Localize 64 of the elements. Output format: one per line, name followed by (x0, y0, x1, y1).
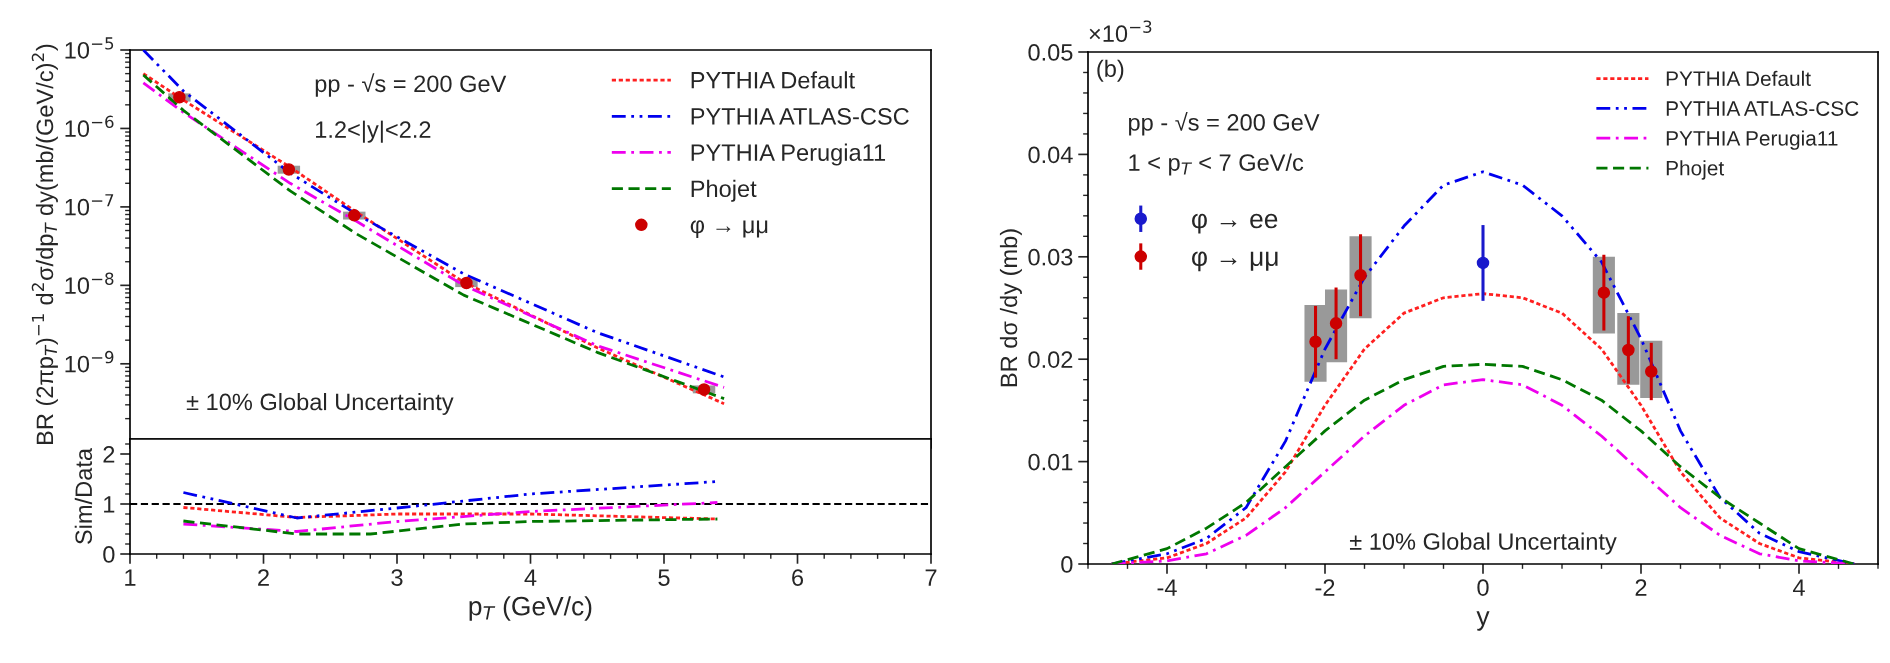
y-tick-label: 0 (1061, 556, 1073, 573)
x-tick-label: 2 (1635, 579, 1647, 596)
legend-label: φ → μμ (690, 220, 768, 238)
x-tick-label: -2 (1315, 579, 1335, 596)
x-tick-label: 6 (792, 569, 804, 586)
point (1309, 335, 1322, 349)
y-tick-label: 0.01 (1028, 453, 1073, 471)
y-tick-label: 10$^{−5}$ (65, 37, 114, 59)
point (173, 90, 186, 104)
y-tick-label: 0.02 (1028, 351, 1073, 368)
annotation: (b) (1097, 59, 1124, 82)
point (1354, 268, 1367, 282)
legend-label: PYTHIA Perugia11 (1666, 130, 1838, 150)
annotation: pp - √s = 200 GeV (315, 73, 507, 97)
x-tick-label: 7 (925, 569, 937, 586)
annotation: 1.2<|y|<2.2 (316, 120, 431, 143)
y-axis-title: Sim/Data (74, 447, 93, 544)
y-axis-title: BR dσ /dy (mb) (999, 229, 1022, 387)
point (348, 209, 361, 222)
annotation: ± 10% Global Uncertainty (186, 392, 454, 415)
x-tick-label: 1 (125, 569, 136, 586)
line-series (182, 517, 719, 536)
x-tick-label: 0 (1477, 579, 1489, 596)
legend-label: Phojet (691, 179, 757, 202)
legend-label: PYTHIA Default (691, 71, 855, 89)
x-tick-label: -4 (1157, 579, 1177, 596)
y-tick-label: 1 (104, 496, 115, 513)
legend-label: PYTHIA ATLAS-CSC (1666, 101, 1859, 116)
x-axis-title: p$_{T}$ (GeV/c) (469, 596, 592, 621)
y-tick-label: 2 (103, 446, 115, 463)
y-tick-label: 0.05 (1028, 44, 1073, 61)
legend-label: PYTHIA ATLAS-CSC (691, 108, 909, 125)
x-tick-label: 3 (391, 569, 403, 586)
point (1645, 365, 1658, 378)
x-tick-label: 4 (524, 569, 537, 586)
y-tick-label: 0.03 (1028, 248, 1073, 266)
point (1329, 317, 1343, 330)
point (282, 163, 296, 176)
annotation: ± 10% Global Uncertainty (1349, 532, 1617, 555)
y-tick-label: 10$^{−7}$ (65, 194, 114, 216)
point (1622, 343, 1635, 357)
x-tick-label: 5 (658, 569, 670, 586)
line-series (182, 501, 719, 533)
text: BR (2πp$_{T}$)$^{−1}$ d$^{2}$σ/dp$_{T}$ dy(mb/(GeV/c)$^{2}$) (31, 44, 58, 444)
y-tick-label: 0 (103, 546, 115, 563)
legend-label: φ → μμ (1192, 251, 1278, 272)
legend-label: PYTHIA Perugia11 (691, 143, 886, 166)
legend-label: φ → ee (1192, 213, 1278, 234)
y-tick-label: 10$^{−9}$ (65, 350, 114, 373)
annotation: 1 < p$_{T}$ < 7 GeV/c (1129, 153, 1304, 176)
x-axis-title: y (1476, 611, 1490, 631)
text: ×10$^{−3}$ (1089, 20, 1152, 43)
point (697, 383, 711, 396)
point (1597, 286, 1611, 299)
point (460, 276, 473, 290)
x-tick-label: 2 (258, 569, 269, 586)
point (1476, 256, 1490, 270)
y-tick-label: 10$^{−8}$ (65, 272, 114, 294)
legend-label: PYTHIA Default (1666, 70, 1811, 87)
annotation: pp - √s = 200 GeV (1129, 111, 1320, 136)
x-tick-label: 4 (1792, 579, 1805, 596)
y-tick-label: 10$^{−6}$ (65, 115, 114, 138)
y-tick-label: 0.04 (1028, 146, 1073, 164)
legend-label: Phojet (1666, 160, 1725, 180)
